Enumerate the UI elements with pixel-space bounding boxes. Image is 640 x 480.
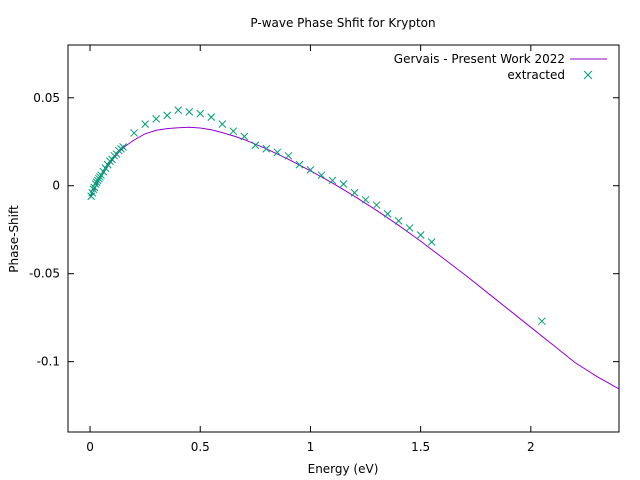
data-point <box>108 155 116 164</box>
data-point <box>218 120 227 129</box>
data-point <box>416 231 425 239</box>
y-tick-label: -0.1 <box>37 355 60 369</box>
y-axis-label: Phase-Shift <box>7 205 21 273</box>
x-tick-label: 1 <box>307 440 315 454</box>
data-point <box>152 115 161 123</box>
legend-label-0: Gervais - Present Work 2022 <box>394 52 565 66</box>
x-tick-label: 0.5 <box>191 440 210 454</box>
data-point <box>130 129 138 137</box>
chart-title: P-wave Phase Shfit for Krypton <box>250 16 435 30</box>
data-point <box>427 238 436 246</box>
data-point <box>328 176 337 185</box>
x-tick-label: 2 <box>527 440 535 454</box>
data-point <box>119 143 127 151</box>
y-tick-label: 0.05 <box>33 91 60 105</box>
data-point <box>141 120 149 129</box>
data-point <box>251 141 260 150</box>
series-line-0 <box>89 126 620 390</box>
data-point <box>405 224 414 232</box>
data-point <box>174 106 183 114</box>
legend-label-1: extracted <box>507 68 565 82</box>
data-point <box>284 151 293 160</box>
data-point <box>240 132 249 141</box>
ticks: 0 0.5 1 1.5 2 -0.1 -0.05 0 0.05 <box>29 45 619 454</box>
x-axis-label: Energy (eV) <box>308 462 379 476</box>
legend: Gervais - Present Work 2022 extracted <box>394 52 607 82</box>
data-point <box>229 127 238 136</box>
data-point <box>383 210 392 218</box>
data-point <box>538 317 546 326</box>
data-point <box>185 107 194 116</box>
data-point <box>350 188 359 197</box>
data-point <box>317 171 326 180</box>
data-point <box>295 160 304 169</box>
plot-frame <box>67 44 620 433</box>
data-point <box>101 164 110 172</box>
data-point <box>112 150 121 158</box>
data-point <box>196 109 205 118</box>
legend-swatch-1 <box>583 70 593 80</box>
data-point <box>99 167 108 176</box>
data-point <box>207 113 216 121</box>
data-point <box>262 144 271 153</box>
x-tick-label: 1.5 <box>411 440 430 454</box>
x-tick-label: 0 <box>86 440 94 454</box>
data-point <box>361 195 370 204</box>
data-point <box>163 111 172 120</box>
data-point <box>372 201 381 209</box>
data-point <box>394 217 403 225</box>
y-tick-label: 0 <box>52 179 60 193</box>
data-point <box>306 166 315 174</box>
data-point <box>103 160 112 169</box>
data-point <box>97 171 105 180</box>
data-point <box>339 180 348 188</box>
data-point <box>273 148 282 157</box>
series-layer <box>87 106 620 390</box>
y-tick-label: -0.05 <box>29 267 60 281</box>
